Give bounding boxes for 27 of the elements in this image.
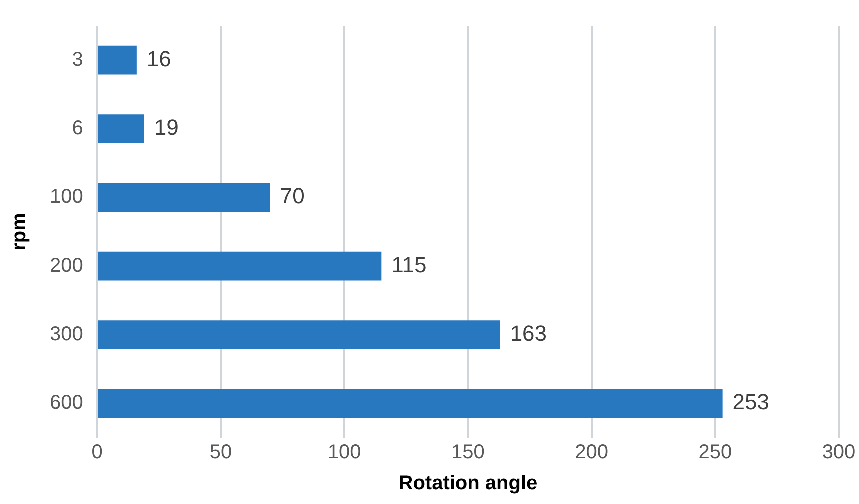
bar — [98, 389, 723, 418]
x-tick-label: 200 — [575, 442, 608, 464]
bar — [98, 320, 500, 350]
bar — [98, 183, 270, 212]
data-label: 19 — [154, 115, 179, 140]
y-tick-label: 6 — [72, 118, 84, 140]
bar — [98, 46, 137, 75]
bar — [98, 114, 144, 144]
data-label: 115 — [392, 252, 427, 278]
y-tick-label: 3 — [72, 48, 84, 71]
x-axis-title: Rotation angle — [398, 472, 538, 495]
x-tick-label: 300 — [822, 442, 856, 464]
y-tick-label: 300 — [50, 324, 84, 346]
y-tick-label: 100 — [50, 186, 84, 208]
data-label: 163 — [510, 321, 548, 346]
x-tick-label: 50 — [210, 442, 232, 464]
x-tick-label: 0 — [92, 442, 103, 464]
x-tick-label: 150 — [451, 442, 485, 464]
data-label: 70 — [280, 184, 305, 209]
x-tick-label: 250 — [698, 442, 732, 464]
y-tick-label: 200 — [50, 254, 84, 277]
x-tick-label: 100 — [328, 442, 362, 464]
data-label: 253 — [732, 390, 770, 415]
data-label: 16 — [146, 46, 172, 72]
y-axis-title: rpm — [8, 213, 31, 251]
y-tick-label: 600 — [50, 392, 84, 414]
bar — [98, 252, 382, 281]
